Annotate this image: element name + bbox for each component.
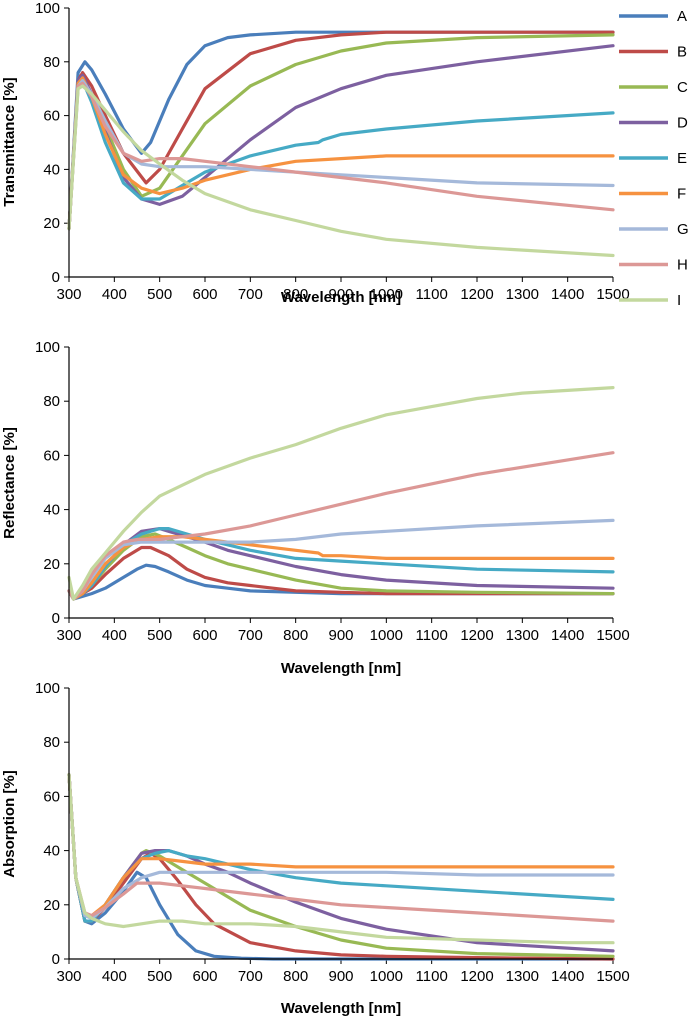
legend: A B C D E F G H I xyxy=(619,8,689,309)
x-tick-label: 1200 xyxy=(460,627,493,644)
x-tick-label: 300 xyxy=(56,968,81,985)
y-tick-label: 20 xyxy=(43,897,60,914)
legend-label-G: G xyxy=(677,221,689,238)
y-tick-label: 80 xyxy=(43,54,60,71)
x-tick-label: 1100 xyxy=(416,968,448,985)
x-tick-label: 800 xyxy=(283,627,308,644)
x-tick-label: 1500 xyxy=(596,968,629,985)
x-tick-label: 1100 xyxy=(416,627,448,644)
y-tick-label: 40 xyxy=(43,161,60,178)
x-tick-label: 400 xyxy=(102,627,127,644)
x-tick-label: 500 xyxy=(147,968,172,985)
legend-label-I: I xyxy=(677,292,681,309)
x-tick-label: 1300 xyxy=(506,286,539,303)
x-tick-label: 1200 xyxy=(460,968,493,985)
x-tick-label: 300 xyxy=(56,627,81,644)
y-tick-label: 100 xyxy=(35,339,60,356)
x-tick-label: 600 xyxy=(192,968,217,985)
legend-label-D: D xyxy=(677,115,688,132)
series-line-I xyxy=(67,773,615,945)
series-line-D xyxy=(67,773,615,953)
legend-label-B: B xyxy=(677,44,687,61)
series-line-B xyxy=(67,545,615,601)
y-tick-label: 20 xyxy=(43,215,60,232)
x-tick-label: 1200 xyxy=(460,286,493,303)
legend-label-E: E xyxy=(677,150,687,167)
series-line-I xyxy=(67,386,615,601)
x-tick-label: 900 xyxy=(328,286,353,303)
y-axis-title: Transmittance [%] xyxy=(1,77,18,206)
legend-label-F: F xyxy=(677,186,686,203)
x-tick-label: 500 xyxy=(147,627,172,644)
x-axis-title: Wavelength [nm] xyxy=(281,289,401,306)
y-tick-label: 60 xyxy=(43,788,60,805)
x-tick-label: 1300 xyxy=(506,968,539,985)
y-tick-label: 40 xyxy=(43,502,60,519)
x-tick-label: 1400 xyxy=(551,286,584,303)
x-tick-label: 1100 xyxy=(416,286,448,303)
series-line-H xyxy=(67,451,615,601)
x-tick-label: 700 xyxy=(238,627,263,644)
series-line-F xyxy=(67,76,615,231)
legend-label-A: A xyxy=(677,8,687,25)
reflectance-panel: 0 20 40 60 80 100 300 400 500 600 700 800 900 1000 110… xyxy=(1,339,630,677)
series-line-F xyxy=(67,535,615,601)
y-tick-label: 80 xyxy=(43,734,60,751)
y-tick-label: 60 xyxy=(43,447,60,464)
y-tick-label: 100 xyxy=(35,0,60,17)
y-tick-label: 0 xyxy=(52,610,60,627)
y-axis-title: Reflectance [%] xyxy=(1,427,18,539)
y-tick-label: 60 xyxy=(43,108,60,125)
series-line-G xyxy=(67,773,615,920)
series-line-E xyxy=(67,79,615,231)
y-tick-label: 20 xyxy=(43,556,60,573)
series-line-B xyxy=(67,30,615,231)
x-tick-label: 1300 xyxy=(506,627,539,644)
legend-label-C: C xyxy=(677,79,688,96)
x-tick-label: 600 xyxy=(192,627,217,644)
legend-label-H: H xyxy=(677,257,688,274)
x-tick-label: 800 xyxy=(283,968,308,985)
x-tick-label: 300 xyxy=(56,286,81,303)
x-tick-label: 1000 xyxy=(370,286,403,303)
x-tick-label: 900 xyxy=(328,627,353,644)
y-tick-label: 100 xyxy=(35,680,60,697)
y-tick-label: 0 xyxy=(52,951,60,968)
transmittance-panel: 0 20 40 60 80 100 300 400 500 600 700 800 900 1000 110… xyxy=(1,0,630,306)
x-tick-label: 700 xyxy=(238,286,263,303)
x-tick-label: 500 xyxy=(147,286,172,303)
x-tick-label: 1500 xyxy=(596,627,629,644)
x-tick-label: 400 xyxy=(102,968,127,985)
x-tick-label: 1000 xyxy=(370,627,403,644)
x-tick-label: 1400 xyxy=(551,627,584,644)
x-axis-title: Wavelength [nm] xyxy=(281,1000,401,1017)
series-line-E xyxy=(67,773,615,923)
y-axis-title: Absorption [%] xyxy=(1,770,18,877)
x-tick-label: 1000 xyxy=(370,968,403,985)
x-tick-label: 800 xyxy=(283,286,308,303)
x-tick-label: 1400 xyxy=(551,968,584,985)
y-tick-label: 0 xyxy=(52,269,60,286)
x-tick-label: 400 xyxy=(102,286,127,303)
y-tick-label: 80 xyxy=(43,393,60,410)
y-tick-label: 40 xyxy=(43,843,60,860)
series-line-I xyxy=(67,84,615,258)
x-tick-label: 700 xyxy=(238,968,263,985)
series-line-H xyxy=(67,773,615,923)
x-tick-label: 900 xyxy=(328,968,353,985)
series-line-A xyxy=(67,30,615,231)
absorption-panel: 0 20 40 60 80 100 300 400 500 600 700 800 900 1000 110… xyxy=(1,680,630,1017)
x-axis-title: Wavelength [nm] xyxy=(281,660,401,677)
x-tick-label: 600 xyxy=(192,286,217,303)
